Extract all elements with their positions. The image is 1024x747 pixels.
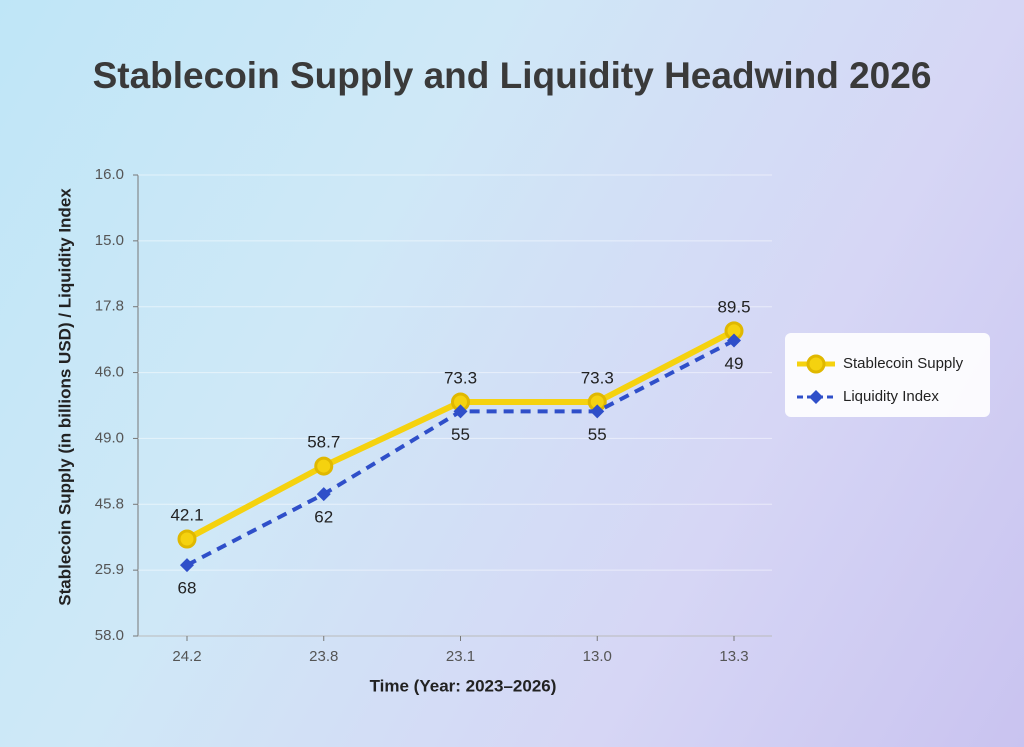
legend-label: Liquidity Index <box>843 388 939 405</box>
data-point <box>177 529 197 549</box>
data-point <box>316 487 331 502</box>
data-label: 73.3 <box>444 368 477 387</box>
y-tick-label: 16.0 <box>95 166 124 183</box>
legend-marker <box>809 390 823 404</box>
x-tick-label: 13.0 <box>583 648 612 665</box>
x-tick-label: 23.1 <box>446 648 475 665</box>
data-label: 62 <box>314 508 333 527</box>
data-point <box>453 404 468 419</box>
y-tick-label: 58.0 <box>95 627 124 644</box>
y-tick-label: 17.8 <box>95 298 124 315</box>
legend-marker <box>806 354 826 374</box>
data-label: 58.7 <box>307 433 340 452</box>
x-tick-label: 23.8 <box>309 648 338 665</box>
y-tick-label: 15.0 <box>95 232 124 249</box>
y-tick-label: 45.8 <box>95 495 124 512</box>
data-point <box>590 404 605 419</box>
data-point <box>180 558 194 573</box>
data-label: 68 <box>178 579 197 598</box>
data-label: 73.3 <box>581 368 614 387</box>
data-label: 55 <box>588 425 607 444</box>
x-axis-label: Time (Year: 2023–2026) <box>370 676 557 695</box>
data-label: 55 <box>451 425 470 444</box>
data-label: 49 <box>725 354 744 373</box>
x-tick-label: 13.3 <box>719 648 748 665</box>
y-axis-label: Stablecoin Supply (in billions USD) / Li… <box>55 188 74 606</box>
x-tick-label: 24.2 <box>172 648 201 665</box>
chart-title: Stablecoin Supply and Liquidity Headwind… <box>93 55 932 96</box>
y-tick-label: 46.0 <box>95 364 124 381</box>
legend-label: Stablecoin Supply <box>843 355 964 372</box>
y-tick-label: 25.9 <box>95 561 124 578</box>
data-label: 42.1 <box>170 505 203 524</box>
data-label: 89.5 <box>717 297 750 316</box>
data-point <box>727 333 741 348</box>
data-point <box>314 456 334 476</box>
legend <box>785 333 990 417</box>
y-tick-label: 49.0 <box>95 429 124 446</box>
